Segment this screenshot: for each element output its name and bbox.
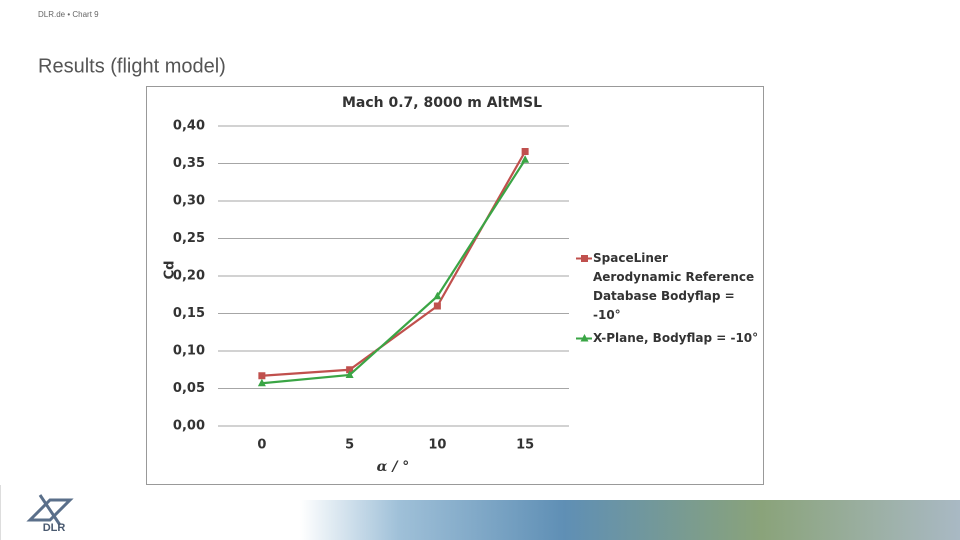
y-tick-label: 0,00 — [173, 419, 205, 434]
y-tick-label: 0,25 — [173, 231, 205, 246]
y-tick-label: 0,20 — [173, 269, 205, 284]
y-tick-label: 0,35 — [173, 156, 205, 171]
chart-title: Mach 0.7, 8000 m AltMSL — [342, 95, 542, 111]
y-tick-label: 0,40 — [173, 119, 205, 134]
data-point — [521, 155, 530, 163]
y-tick-label: 0,05 — [173, 381, 205, 396]
x-axis-title: α / ° — [377, 459, 410, 475]
slide-title: Results (flight model) — [38, 55, 226, 77]
legend-item: SpaceLiner Aerodynamic Reference Databas… — [575, 249, 760, 325]
y-tick-label: 0,10 — [173, 344, 205, 359]
legend-label: X-Plane, Bodyflap = -10° — [593, 331, 759, 345]
data-point — [346, 366, 354, 374]
y-tick-label: 0,30 — [173, 194, 205, 209]
legend-label: SpaceLiner Aerodynamic Reference Databas… — [593, 251, 755, 322]
x-tick-label: 0 — [257, 438, 266, 453]
x-tick-label: 15 — [516, 438, 534, 453]
banner-image — [300, 500, 960, 540]
data-point — [521, 148, 529, 155]
legend-item: X-Plane, Bodyflap = -10° — [575, 329, 760, 348]
legend-swatch — [575, 329, 593, 348]
logo-mark — [26, 494, 74, 526]
y-axis-title: Cd — [163, 261, 178, 280]
chart-frame — [146, 86, 764, 485]
logo-text: DLR — [43, 522, 66, 534]
breadcrumb: DLR.de • Chart 9 — [38, 10, 99, 19]
legend-swatch — [575, 249, 593, 268]
x-tick-label: 10 — [428, 438, 446, 453]
data-point — [433, 291, 442, 300]
data-point — [257, 378, 266, 387]
data-point — [258, 372, 266, 380]
data-point — [345, 370, 354, 378]
y-tick-label: 0,15 — [173, 306, 205, 321]
x-tick-label: 5 — [345, 438, 354, 453]
series-line — [261, 159, 527, 385]
data-point — [433, 302, 441, 310]
